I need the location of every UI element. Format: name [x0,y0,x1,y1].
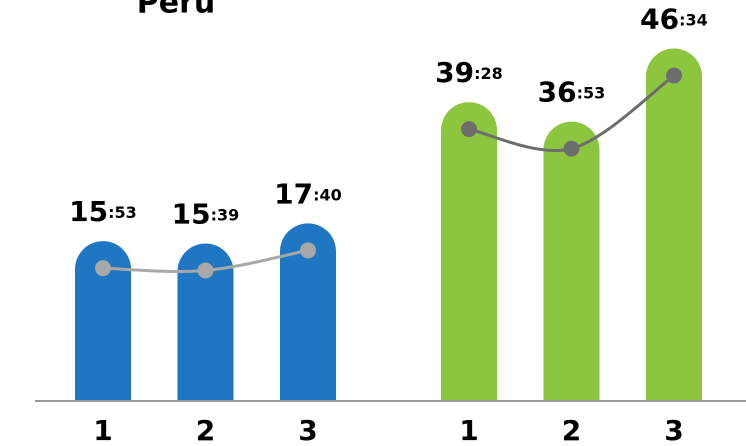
x-tick-label: 3 [664,414,683,446]
bar [441,102,497,400]
trend-dot [300,242,316,259]
value-label: 46:34 [640,3,708,36]
trend-dot [666,67,682,84]
value-label: 15:39 [172,198,240,231]
trend-dot [197,262,214,279]
x-tick-label: 1 [459,414,478,446]
value-label: 39:28 [435,56,503,89]
bar [177,243,234,400]
x-tick-label: 1 [93,414,112,446]
value-label: 17:40 [274,177,342,210]
bar [646,48,702,401]
x-tick-label: 3 [298,414,317,446]
chart-title: Peru [137,0,216,21]
trend-dot [563,140,580,157]
trend-dot [461,121,477,138]
x-tick-label: 2 [196,414,215,446]
value-label: 15:53 [69,195,137,228]
trend-dot [95,260,111,277]
bar [280,223,336,400]
value-label: 36:53 [538,76,606,109]
x-tick-label: 2 [562,414,581,446]
bar [543,121,600,400]
bar [75,241,131,400]
